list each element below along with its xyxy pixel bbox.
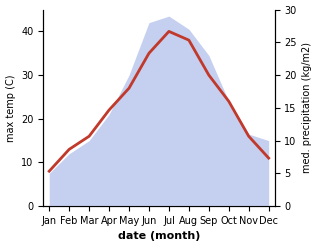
Y-axis label: med. precipitation (kg/m2): med. precipitation (kg/m2)	[302, 42, 313, 173]
Y-axis label: max temp (C): max temp (C)	[5, 74, 16, 142]
X-axis label: date (month): date (month)	[118, 231, 200, 242]
